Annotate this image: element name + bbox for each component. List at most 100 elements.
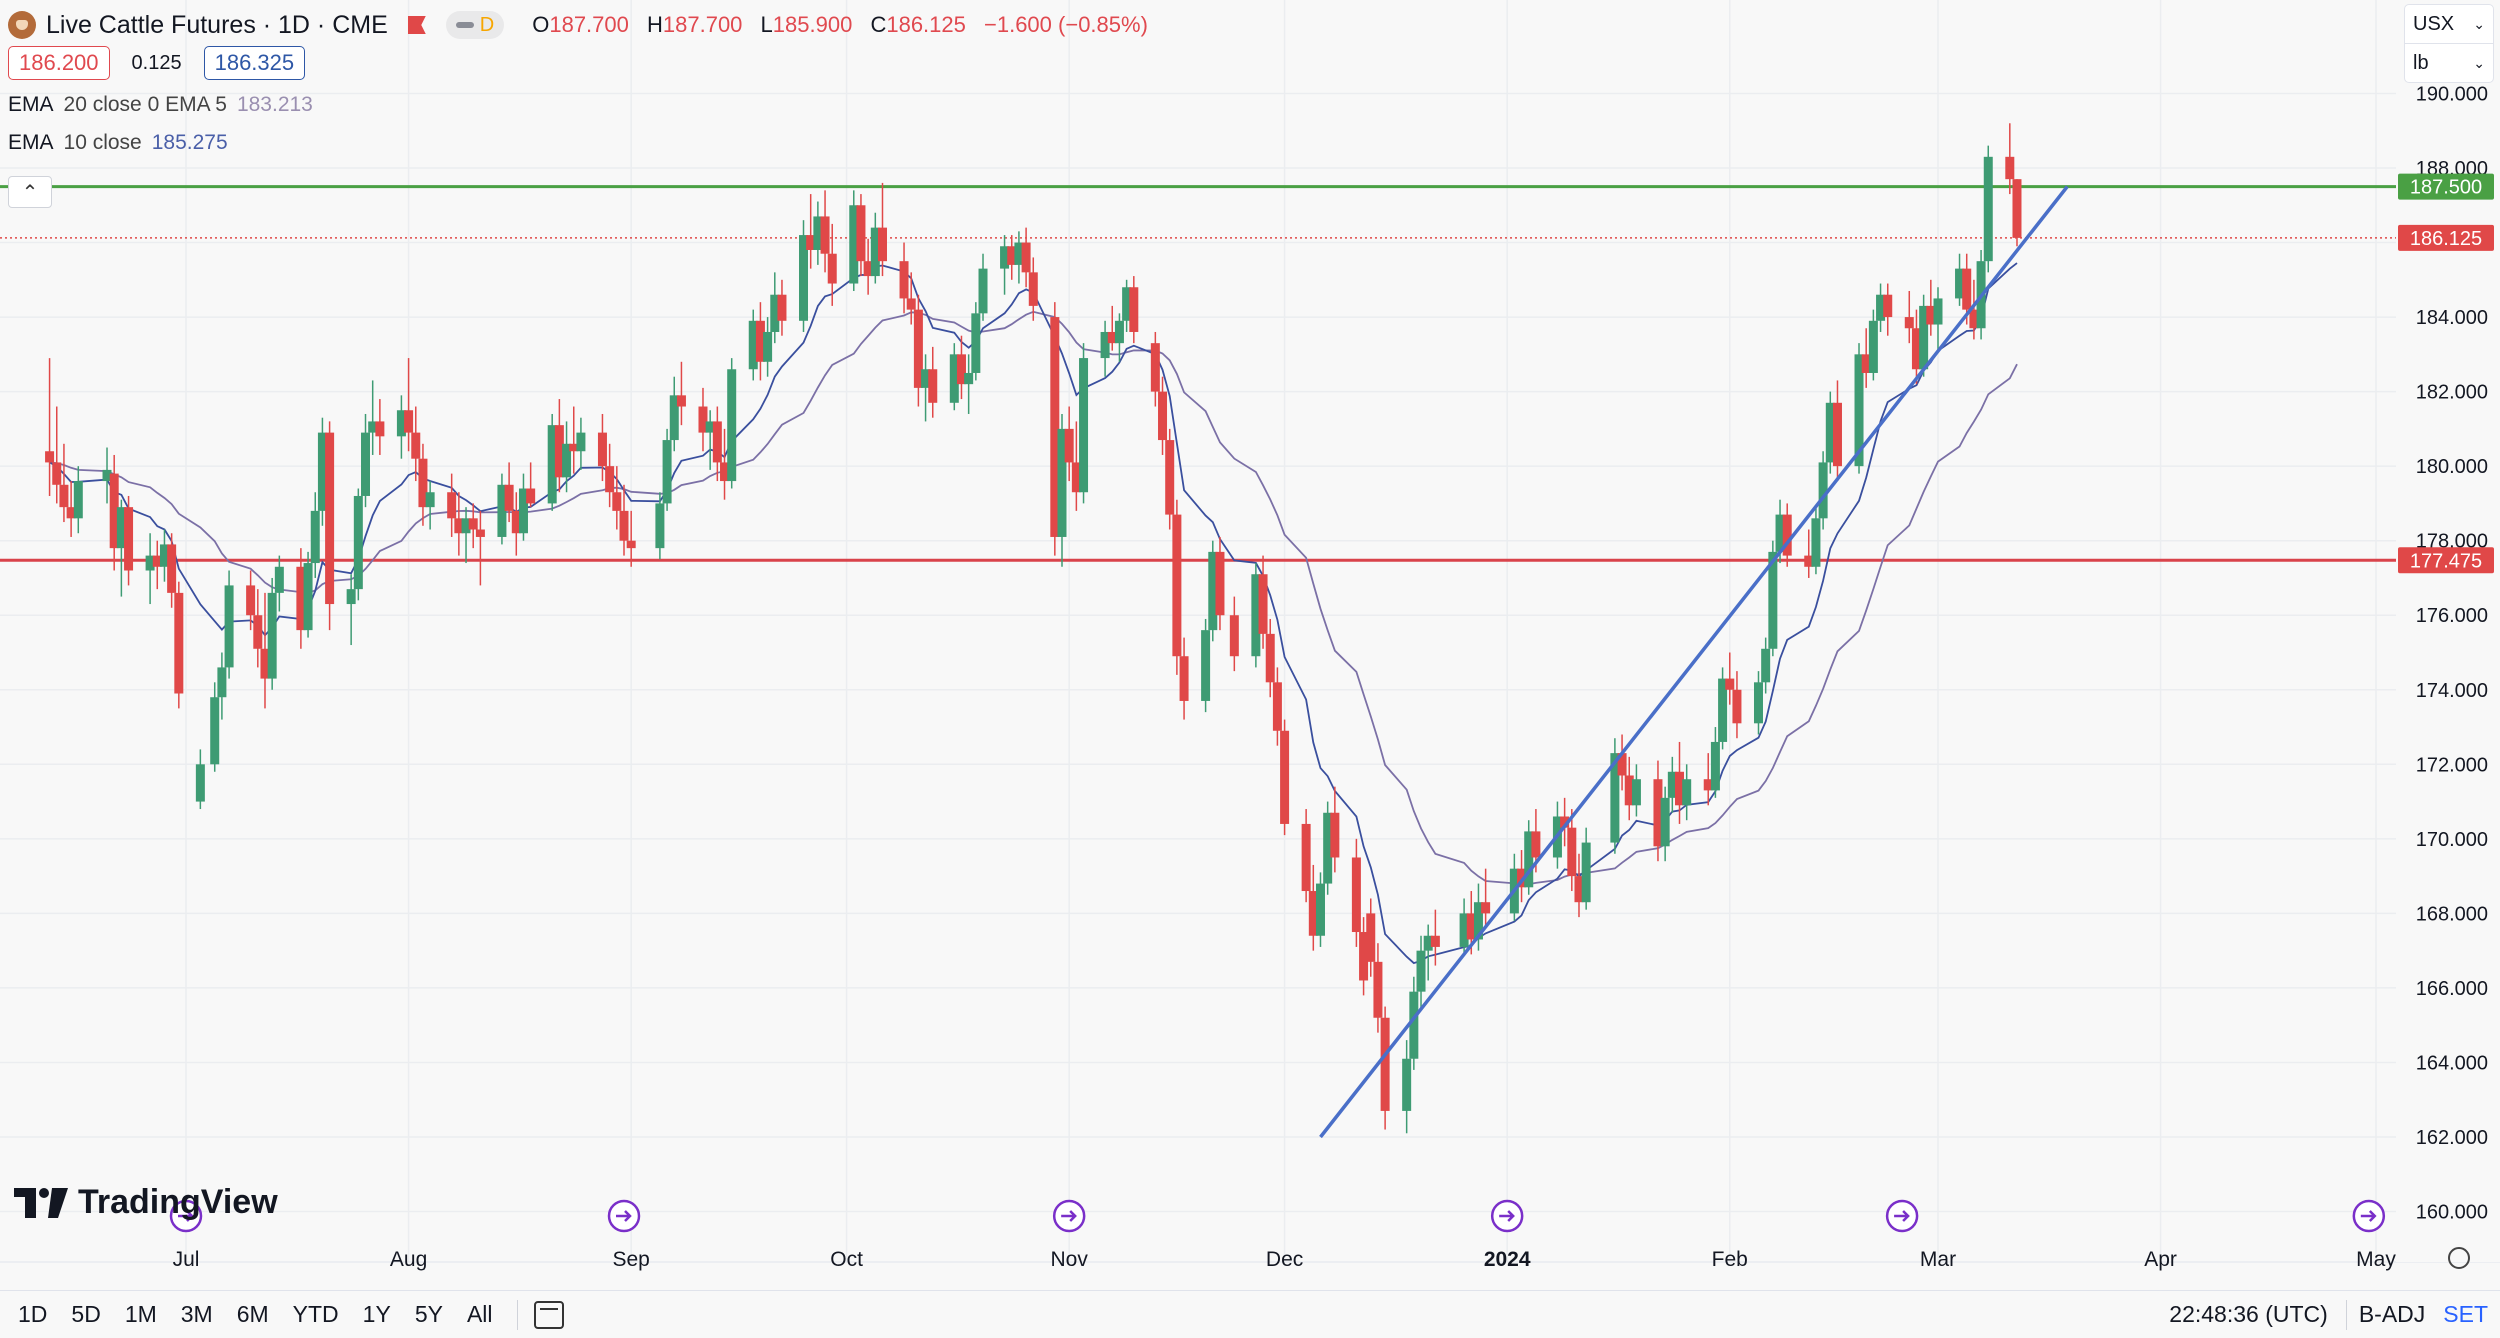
candle-body xyxy=(655,503,665,549)
candle-body xyxy=(1366,913,1376,962)
price-axis: 160.000 162.000 164.000 166.000 168.000 170.0… xyxy=(2396,0,2500,1262)
collapse-legend-button[interactable]: ⌃ xyxy=(8,176,52,208)
range-button-1d[interactable]: 1D xyxy=(18,1301,48,1327)
back-adjust-toggle[interactable]: B-ADJ xyxy=(2358,1301,2426,1327)
candle-body xyxy=(1517,868,1527,888)
candle-body xyxy=(303,563,313,631)
price-tick-label: 182.000 xyxy=(2416,382,2488,404)
candle-body xyxy=(1811,518,1821,567)
utc-clock[interactable]: 22:48:36 (UTC) xyxy=(2169,1301,2328,1327)
gear-icon[interactable] xyxy=(2448,1247,2470,1269)
unit-select[interactable]: lb ⌄ xyxy=(2405,43,2493,82)
candle-body xyxy=(224,585,234,668)
candle-body xyxy=(274,566,284,593)
tradingview-logo[interactable]: TradingView xyxy=(14,1183,278,1222)
candle-body xyxy=(368,421,378,433)
settlement-toggle[interactable]: SET xyxy=(2443,1301,2488,1327)
candle-body xyxy=(1409,991,1419,1059)
candle-body xyxy=(1768,551,1778,649)
price-axis-bg xyxy=(2396,0,2500,1262)
range-button-5d[interactable]: 5D xyxy=(71,1301,101,1327)
range-buttons: 1D 5D 1M 3M 6M YTD 1Y 5Y All xyxy=(0,1301,505,1328)
range-button-all[interactable]: All xyxy=(466,1301,493,1327)
candle-body xyxy=(1466,913,1476,940)
candle-body xyxy=(799,235,809,321)
candle-body xyxy=(1021,242,1031,273)
candle-body xyxy=(1079,358,1089,493)
calendar-go-to-icon[interactable] xyxy=(533,1300,564,1329)
candle-body xyxy=(1753,682,1763,724)
flag-icon[interactable] xyxy=(407,16,426,34)
candle-body xyxy=(1955,268,1965,299)
range-button-3m[interactable]: 3M xyxy=(180,1301,213,1327)
candle-body xyxy=(1050,317,1060,537)
ema-20-legend[interactable]: EMA 20 close 0 EMA 5 183.213 xyxy=(8,93,313,116)
candle-body xyxy=(806,235,816,250)
range-button-5y[interactable]: 5Y xyxy=(414,1301,443,1327)
candle-body xyxy=(913,309,923,388)
price-tick-label: 184.000 xyxy=(2416,307,2488,329)
candle-body xyxy=(73,481,83,519)
candle-body xyxy=(1000,246,1010,269)
candle-body xyxy=(1919,305,1929,370)
candle-body xyxy=(1028,272,1038,306)
candle-body xyxy=(1481,902,1491,914)
data-status-pill[interactable]: D xyxy=(445,11,505,39)
candle-body xyxy=(361,432,371,496)
candle-body xyxy=(1883,294,1893,318)
candle-body xyxy=(1373,961,1383,1018)
candle-body xyxy=(820,216,830,254)
change-value: −1.600 (−0.85%) xyxy=(984,12,1148,37)
candle-body xyxy=(45,451,55,463)
candle-body xyxy=(267,592,277,679)
candle-body xyxy=(1129,287,1139,332)
range-button-ytd[interactable]: YTD xyxy=(292,1301,339,1327)
ohlc-values: O187.700 H187.700 L185.900 C186.125 −1.6… xyxy=(532,12,1148,37)
candle-body xyxy=(949,354,959,403)
range-button-1y[interactable]: 1Y xyxy=(362,1301,391,1327)
candle-body xyxy=(1775,514,1785,552)
candle-body xyxy=(1761,648,1771,683)
price-label: 186.125 xyxy=(2410,228,2482,250)
candle-body xyxy=(310,510,320,564)
candle-body xyxy=(1251,574,1261,657)
price-label-bg xyxy=(2398,224,2494,251)
sell-price-button[interactable]: 186.200 xyxy=(8,46,110,80)
candle-body xyxy=(1323,812,1333,884)
candle-body xyxy=(813,216,823,250)
time-tick-label: Sep xyxy=(612,1248,649,1271)
event-arrow xyxy=(2360,1210,2377,1222)
cattle-symbol-icon[interactable] xyxy=(8,11,36,39)
candle-body xyxy=(1710,741,1720,791)
range-button-1m[interactable]: 1M xyxy=(124,1301,157,1327)
candle-body xyxy=(2005,156,2015,180)
candle-body xyxy=(1933,298,1943,325)
candle-body xyxy=(870,227,880,277)
price-label: 177.475 xyxy=(2410,550,2482,572)
candle-body xyxy=(605,466,615,493)
ema-10-legend[interactable]: EMA 10 close 185.275 xyxy=(8,131,228,154)
candle-body xyxy=(504,484,514,511)
time-tick-label: Dec xyxy=(1266,1248,1303,1271)
currency-select[interactable]: USX ⌄ xyxy=(2413,12,2485,35)
candle-body xyxy=(124,507,134,571)
price-tick-label: 180.000 xyxy=(2416,456,2488,478)
candle-body xyxy=(1179,656,1189,701)
candle-body xyxy=(877,227,887,262)
candle-body xyxy=(1531,831,1541,858)
candle-body xyxy=(102,469,112,482)
candle-body xyxy=(1258,574,1268,634)
chevron-up-icon: ⌃ xyxy=(21,181,39,204)
price-tick-label: 164.000 xyxy=(2416,1052,2488,1074)
symbol-title[interactable]: Live Cattle Futures · 1D · CME xyxy=(46,10,388,39)
candle-body xyxy=(1631,779,1641,806)
price-chart[interactable]: 160.000 162.000 164.000 166.000 168.000 170.0… xyxy=(0,0,2500,1290)
candle-body xyxy=(1653,779,1663,847)
candle-body xyxy=(1229,615,1239,657)
candle-body xyxy=(1459,913,1469,947)
candle-body xyxy=(1675,771,1685,806)
units-selector[interactable]: USX ⌄ lb ⌄ xyxy=(2404,4,2494,83)
buy-price-button[interactable]: 186.325 xyxy=(203,46,306,80)
candle-body xyxy=(1660,797,1670,847)
range-button-6m[interactable]: 6M xyxy=(236,1301,269,1327)
